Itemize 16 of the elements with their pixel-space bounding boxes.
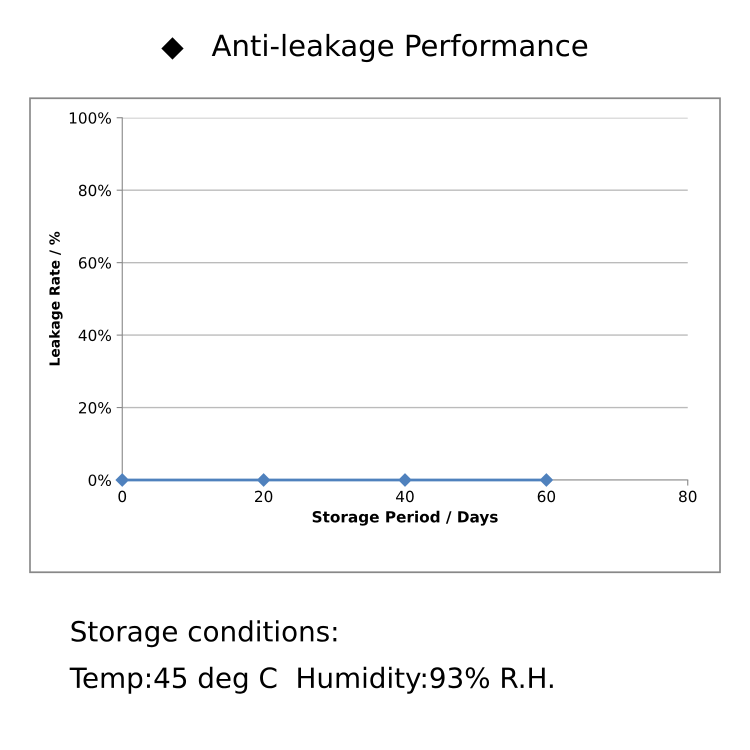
y-tick-label: 20%	[78, 402, 111, 414]
y-tick-label: 40%	[78, 330, 111, 342]
x-tick-label: 40	[396, 490, 414, 502]
y-tick-label: 100%	[70, 112, 111, 124]
x-tick-label: 20	[255, 490, 272, 502]
text: Storage conditions:	[72, 620, 336, 648]
y-axis-title: Leakage Rate / %	[49, 232, 63, 366]
x-tick-label: 0	[118, 490, 126, 502]
x-tick-label: 80	[679, 490, 696, 502]
x-tick-label: 60	[538, 490, 556, 502]
text: Temp:45 deg C Humidity:93% R.H.	[70, 666, 553, 694]
y-tick-label: 0%	[88, 474, 111, 486]
chart-title: ◆ Anti-leakage Performance	[161, 34, 588, 62]
x-axis-title: Storage Period / Days	[312, 510, 498, 526]
y-tick-label: 80%	[78, 184, 111, 196]
y-tick-label: 60%	[78, 257, 111, 269]
